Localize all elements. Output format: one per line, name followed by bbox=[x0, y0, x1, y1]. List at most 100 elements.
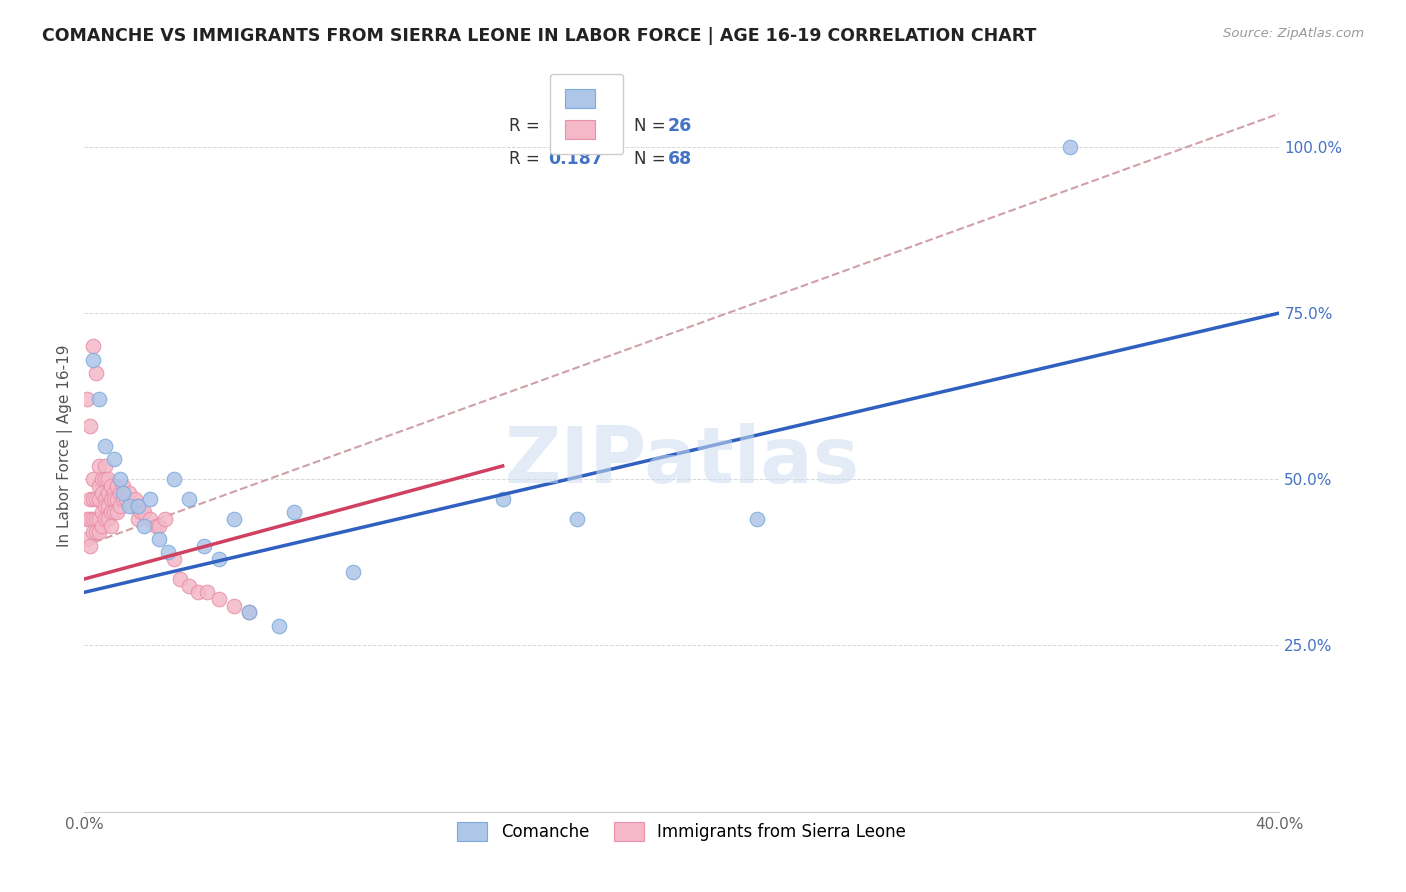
Point bbox=[222, 512, 245, 526]
Point bbox=[163, 472, 186, 486]
Point bbox=[94, 472, 117, 486]
Point bbox=[283, 506, 305, 520]
Point bbox=[342, 566, 364, 580]
Point bbox=[100, 518, 122, 533]
Point bbox=[132, 506, 156, 520]
Point bbox=[82, 339, 104, 353]
Point bbox=[148, 532, 170, 546]
Point bbox=[79, 419, 101, 434]
Point bbox=[89, 525, 111, 540]
Point bbox=[86, 366, 108, 380]
Point bbox=[118, 499, 141, 513]
Point bbox=[82, 472, 104, 486]
Text: N =: N = bbox=[634, 150, 671, 168]
Point bbox=[97, 472, 120, 486]
Point bbox=[89, 392, 111, 407]
Point bbox=[121, 499, 143, 513]
Y-axis label: In Labor Force | Age 16-19: In Labor Force | Age 16-19 bbox=[58, 344, 73, 548]
Point bbox=[79, 512, 101, 526]
Point bbox=[94, 439, 117, 453]
Point bbox=[238, 605, 260, 619]
Point bbox=[267, 618, 290, 632]
Text: 26: 26 bbox=[668, 117, 692, 135]
Point bbox=[132, 518, 156, 533]
Point bbox=[129, 506, 152, 520]
Point bbox=[86, 512, 108, 526]
Point bbox=[97, 512, 120, 526]
Text: R =: R = bbox=[509, 117, 544, 135]
Point bbox=[124, 492, 146, 507]
Text: 0.187: 0.187 bbox=[548, 150, 603, 168]
Point bbox=[103, 492, 125, 507]
Point bbox=[76, 532, 98, 546]
Point bbox=[745, 512, 768, 526]
Point bbox=[193, 539, 215, 553]
Point bbox=[94, 512, 117, 526]
Text: COMANCHE VS IMMIGRANTS FROM SIERRA LEONE IN LABOR FORCE | AGE 16-19 CORRELATION : COMANCHE VS IMMIGRANTS FROM SIERRA LEONE… bbox=[42, 27, 1036, 45]
Point bbox=[169, 572, 191, 586]
Point bbox=[177, 492, 200, 507]
Point bbox=[110, 472, 132, 486]
Point bbox=[89, 492, 111, 507]
Point bbox=[100, 506, 122, 520]
Point bbox=[153, 512, 176, 526]
Point bbox=[492, 492, 515, 507]
Point bbox=[115, 492, 138, 507]
Point bbox=[1059, 140, 1081, 154]
Point bbox=[112, 485, 135, 500]
Point bbox=[110, 499, 132, 513]
Point bbox=[97, 499, 120, 513]
Point bbox=[105, 506, 128, 520]
Point bbox=[112, 492, 135, 507]
Point bbox=[222, 599, 245, 613]
Point bbox=[110, 485, 132, 500]
Point bbox=[82, 492, 104, 507]
Point bbox=[567, 512, 589, 526]
Text: Source: ZipAtlas.com: Source: ZipAtlas.com bbox=[1223, 27, 1364, 40]
Point bbox=[91, 506, 114, 520]
Point bbox=[163, 552, 186, 566]
Point bbox=[94, 492, 117, 507]
Text: N =: N = bbox=[634, 117, 671, 135]
Point bbox=[145, 518, 167, 533]
Point bbox=[100, 479, 122, 493]
Point bbox=[82, 525, 104, 540]
Point bbox=[97, 485, 120, 500]
Point bbox=[82, 512, 104, 526]
Point bbox=[86, 525, 108, 540]
Text: 0.328: 0.328 bbox=[548, 117, 603, 135]
Point bbox=[86, 492, 108, 507]
Point bbox=[112, 479, 135, 493]
Point bbox=[89, 458, 111, 473]
Point bbox=[103, 485, 125, 500]
Point bbox=[94, 499, 117, 513]
Point bbox=[195, 585, 218, 599]
Point bbox=[100, 492, 122, 507]
Point bbox=[79, 539, 101, 553]
Point bbox=[91, 472, 114, 486]
Point bbox=[139, 492, 162, 507]
Point bbox=[148, 518, 170, 533]
Point bbox=[76, 512, 98, 526]
Point bbox=[127, 499, 149, 513]
Point bbox=[157, 545, 180, 559]
Point bbox=[105, 492, 128, 507]
Point bbox=[94, 458, 117, 473]
Legend: Comanche, Immigrants from Sierra Leone: Comanche, Immigrants from Sierra Leone bbox=[444, 809, 920, 855]
Point bbox=[177, 579, 200, 593]
Text: R =: R = bbox=[509, 150, 544, 168]
Point bbox=[91, 518, 114, 533]
Point bbox=[76, 392, 98, 407]
Point bbox=[105, 479, 128, 493]
Point bbox=[79, 492, 101, 507]
Text: 68: 68 bbox=[668, 150, 692, 168]
Point bbox=[208, 552, 231, 566]
Point bbox=[238, 605, 260, 619]
Point bbox=[91, 485, 114, 500]
Point bbox=[187, 585, 209, 599]
Point bbox=[139, 512, 162, 526]
Point bbox=[118, 485, 141, 500]
Point bbox=[208, 591, 231, 606]
Text: ZIPatlas: ZIPatlas bbox=[505, 423, 859, 499]
Point bbox=[127, 499, 149, 513]
